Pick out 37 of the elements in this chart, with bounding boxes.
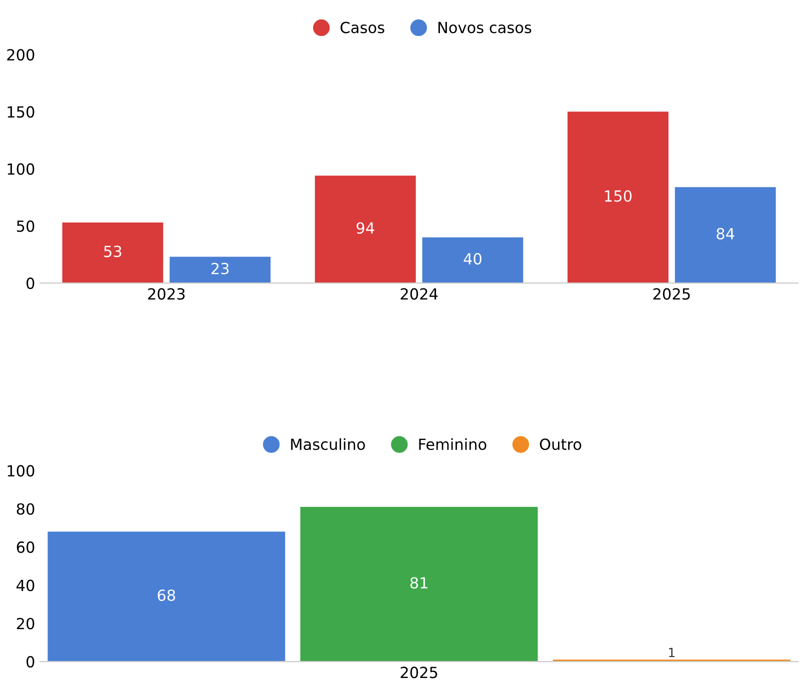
legend-label: Masculino [291,438,365,450]
y-tick-label: 100 [8,163,34,175]
y-tick-label: 60 [16,541,34,553]
bar [422,237,524,284]
legend-label: Outro [540,438,582,450]
bar [48,532,286,662]
data-label: 84 [716,228,734,240]
bar [314,176,416,284]
y-tick-label: 0 [26,277,34,290]
bar [568,112,668,284]
y-tick-label: 80 [16,503,34,515]
bar [170,256,271,284]
y-tick-label: 50 [16,220,34,232]
bar [62,222,164,284]
data-label: 81 [410,577,428,589]
data-label: 150 [605,190,632,202]
data-label: 1 [669,648,674,658]
bar [300,506,538,662]
x-tick-label: 2024 [400,288,438,300]
legend-label: Casos [340,22,384,34]
x-tick-label: 2023 [148,288,185,300]
y-tick-label: 100 [8,465,34,477]
y-tick-label: 150 [8,106,34,118]
y-tick-label: 40 [16,580,34,592]
y-tick-label: 0 [26,656,34,668]
legend-label: Novos casos [438,22,532,34]
data-label: 53 [104,246,122,258]
y-tick-label: 20 [16,618,34,630]
x-tick-label: 2025 [400,666,438,678]
data-label: 68 [158,589,176,602]
legend-label: Feminino [419,438,486,450]
data-label: 40 [464,253,482,265]
data-label: 23 [212,262,229,274]
x-tick-label: 2025 [653,288,690,300]
y-tick-label: 200 [7,49,34,61]
bar [674,187,776,284]
data-label: 94 [356,222,374,234]
